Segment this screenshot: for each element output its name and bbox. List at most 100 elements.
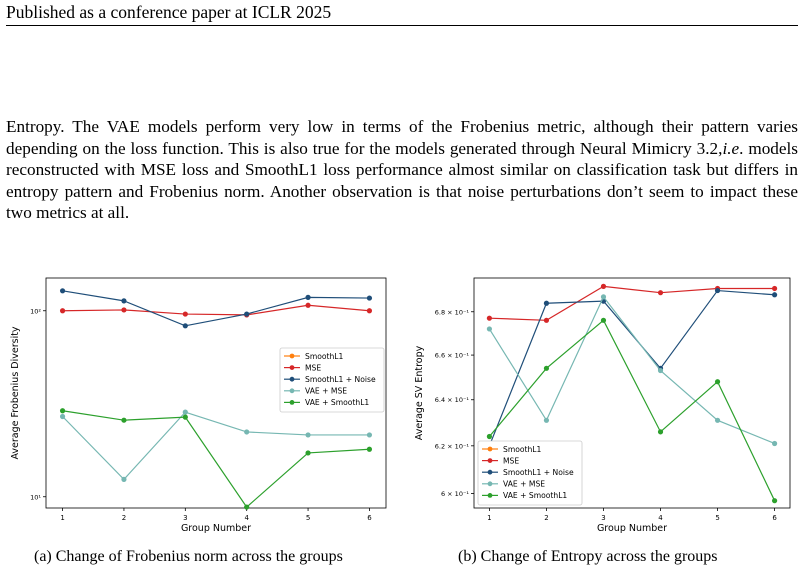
series-line-vae-mse [62, 411, 370, 481]
x-tick-label: 3 [601, 514, 605, 522]
x-tick-label: 1 [487, 514, 491, 522]
series-line-vae-smoothl1 [488, 319, 776, 501]
data-point-vae-smoothl1 [771, 498, 778, 504]
data-point-mse [543, 317, 550, 323]
data-point-vae-mse [771, 440, 778, 447]
y-tick-label: 10² [30, 307, 41, 315]
data-point-vae-smoothl1 [366, 446, 373, 452]
y-tick-label: 6 × 10⁻¹ [441, 490, 469, 498]
paragraph-text-1: Entropy. The VAE models perform very low… [6, 117, 798, 158]
data-point-mse [305, 302, 311, 308]
legend-swatch-marker [289, 353, 295, 359]
paragraph-italic-ie: i.e [722, 138, 740, 158]
legend-label-smoothl1-noise: SmoothL1 + Noise [305, 375, 376, 384]
data-point-vae-smoothl1 [600, 317, 607, 323]
data-point-smoothl1-noise [543, 300, 550, 306]
data-point-vae-mse [714, 417, 721, 423]
data-point-smoothl1-noise [714, 287, 721, 294]
legend-label-smoothl1-noise: SmoothL1 + Noise [503, 468, 574, 477]
data-point-mse [121, 307, 127, 313]
legend-label-mse: MSE [503, 456, 519, 465]
y-tick-label: 10¹ [30, 493, 41, 501]
data-point-mse [657, 290, 664, 296]
data-point-vae-mse [182, 409, 188, 415]
data-point-vae-mse [543, 417, 550, 423]
data-point-smoothl1-noise [305, 294, 311, 300]
data-point-vae-smoothl1 [486, 433, 493, 440]
legend-label-vae-mse: VAE + MSE [503, 480, 545, 489]
x-tick-label: 4 [658, 514, 663, 522]
caption-a: (a) Change of Frobenius norm across the … [34, 548, 343, 565]
x-axis-label: Group Number [597, 523, 667, 534]
plot-frame [473, 277, 791, 509]
x-tick-label: 5 [715, 514, 719, 522]
data-point-vae-smoothl1 [121, 417, 127, 423]
data-point-vae-mse [600, 294, 607, 300]
legend-label-smoothl1: SmoothL1 [305, 352, 344, 361]
x-tick-label: 3 [183, 514, 187, 522]
series-line-mse [62, 304, 370, 316]
x-tick-label: 6 [367, 514, 372, 522]
legend-swatch-marker [487, 493, 493, 498]
x-tick-label: 2 [544, 514, 548, 522]
data-point-vae-mse [366, 432, 373, 438]
y-axis-label: Average SV Entropy [414, 345, 425, 440]
body-paragraph: Entropy. The VAE models perform very low… [6, 116, 798, 224]
legend-label-vae-mse: VAE + MSE [305, 387, 347, 396]
data-point-vae-smoothl1 [59, 408, 66, 414]
legend-swatch-marker [289, 388, 295, 394]
entropy-chart: 1 2 3 4 5 6 6 × 10⁻¹ 6.2 × 10⁻¹ 6.4 × 10⁻¹ 6.6 × … [414, 277, 791, 534]
legend-swatch-marker [289, 376, 295, 382]
data-point-vae-mse [121, 476, 127, 482]
data-point-smoothl1-noise [121, 298, 127, 304]
legend-swatch-marker [289, 365, 295, 370]
x-tick-label: 5 [306, 514, 310, 522]
series-line-mse [489, 285, 775, 321]
data-point-mse [600, 283, 607, 289]
header-rule [6, 25, 798, 26]
y-tick-label: 6.2 × 10⁻¹ [435, 442, 470, 450]
legend-swatch-marker [487, 481, 493, 487]
data-point-vae-mse [657, 367, 664, 374]
x-axis-label: Group Number [181, 523, 251, 534]
series-line-smoothl1-noise [62, 290, 370, 327]
data-point-vae-smoothl1 [305, 450, 311, 456]
series-line-smoothl1-noise [488, 289, 775, 447]
x-tick-label: 4 [244, 514, 249, 522]
plot-frame [45, 277, 387, 509]
data-point-mse [771, 285, 778, 292]
running-header: Published as a conference paper at ICLR … [6, 2, 332, 22]
data-point-vae-mse [486, 326, 493, 332]
legend-label-vae-smoothl1: VAE + SmoothL1 [305, 398, 369, 407]
y-tick-label: 6.8 × 10⁻¹ [435, 308, 470, 316]
data-point-vae-smoothl1 [182, 414, 188, 420]
data-point-mse [59, 308, 66, 314]
x-tick-label: 1 [60, 514, 64, 522]
data-point-mse [366, 308, 373, 314]
legend-swatch-marker [487, 469, 493, 475]
data-point-vae-mse [244, 429, 250, 435]
data-point-smoothl1-noise [182, 323, 188, 329]
data-point-smoothl1-noise [244, 311, 250, 317]
caption-b: (b) Change of Entropy across the groups [458, 548, 718, 565]
legend-label-smoothl1: SmoothL1 [503, 445, 542, 454]
data-point-vae-mse [305, 432, 311, 438]
legend-box [279, 347, 385, 413]
data-point-smoothl1-noise [771, 292, 778, 298]
series-line-vae-mse [488, 295, 775, 445]
legend-box [477, 440, 583, 506]
x-tick-label: 2 [122, 514, 126, 522]
data-point-mse [486, 315, 493, 321]
data-point-smoothl1-noise [366, 295, 373, 301]
y-tick-label: 6.4 × 10⁻¹ [435, 396, 470, 404]
paragraph-text-2: . models reconstructed with MSE loss and… [6, 138, 798, 223]
legend-label-vae-smoothl1: VAE + SmoothL1 [503, 491, 567, 500]
data-point-mse [182, 311, 188, 317]
data-point-vae-smoothl1 [657, 429, 664, 435]
data-point-vae-smoothl1 [244, 504, 250, 510]
legend-swatch-marker [487, 446, 493, 452]
legend-swatch-marker [289, 400, 295, 405]
data-point-vae-mse [59, 413, 66, 420]
legend-swatch-marker [487, 458, 493, 463]
y-axis-label: Average Frobenius Diversity [10, 326, 21, 459]
